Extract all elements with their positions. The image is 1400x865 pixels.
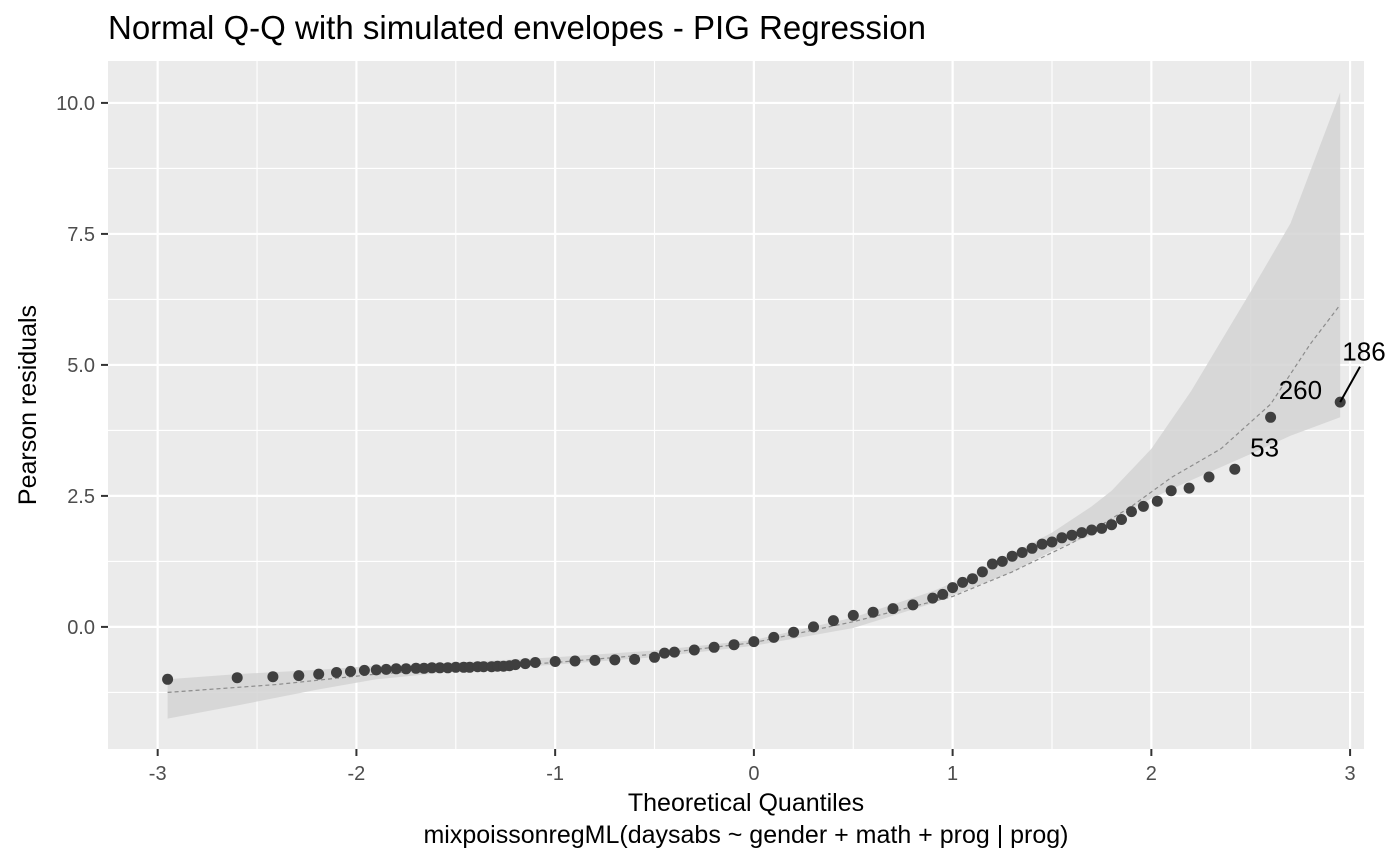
data-point bbox=[976, 566, 988, 578]
data-point bbox=[418, 662, 430, 674]
data-point bbox=[1151, 495, 1163, 507]
data-point bbox=[688, 644, 700, 656]
data-point bbox=[410, 662, 422, 674]
x-tick-label: 0 bbox=[748, 763, 759, 785]
data-point bbox=[708, 641, 720, 653]
data-point bbox=[370, 664, 382, 676]
points-layer bbox=[162, 396, 1346, 685]
point-label-53: 53 bbox=[1250, 433, 1279, 463]
data-point bbox=[947, 582, 959, 594]
data-point bbox=[478, 661, 490, 673]
data-point bbox=[788, 626, 800, 638]
data-point bbox=[996, 555, 1008, 567]
y-tick-label: 0.0 bbox=[67, 617, 95, 639]
data-point bbox=[464, 661, 476, 673]
x-tick-label: -2 bbox=[348, 763, 366, 785]
data-point bbox=[1126, 506, 1137, 518]
data-point bbox=[907, 599, 919, 611]
y-axis-title: Pearson residuals bbox=[14, 305, 42, 505]
x-tick-label: 1 bbox=[947, 763, 958, 785]
data-point bbox=[1096, 522, 1108, 534]
grid-minor bbox=[108, 61, 1364, 749]
data-point bbox=[847, 609, 859, 621]
data-point bbox=[1183, 482, 1195, 494]
data-point bbox=[1137, 500, 1149, 512]
data-point bbox=[967, 573, 978, 585]
data-point bbox=[728, 639, 740, 651]
data-point bbox=[1066, 529, 1078, 541]
chart-title: Normal Q-Q with simulated envelopes - PI… bbox=[108, 9, 926, 46]
x-axis-subtitle: mixpoissonregML(daysabs ~ gender + math … bbox=[423, 821, 1068, 849]
point-label-186: 186 bbox=[1342, 337, 1385, 367]
data-point bbox=[827, 615, 839, 627]
x-tick-label: 3 bbox=[1345, 763, 1356, 785]
x-axis-title: Theoretical Quantiles bbox=[628, 789, 864, 817]
data-point bbox=[267, 671, 279, 683]
data-point bbox=[1076, 527, 1088, 539]
data-point bbox=[380, 663, 392, 675]
data-point bbox=[1116, 514, 1127, 525]
data-point bbox=[887, 603, 899, 615]
data-point bbox=[231, 672, 243, 684]
data-point bbox=[748, 636, 760, 648]
data-point bbox=[331, 667, 342, 678]
data-point bbox=[659, 647, 670, 659]
data-point bbox=[768, 631, 780, 643]
x-tick-label: -3 bbox=[149, 763, 167, 785]
data-point bbox=[549, 656, 561, 667]
x-axis: -3 -2 -1 0 1 2 3 bbox=[149, 749, 1356, 785]
data-point bbox=[450, 661, 462, 673]
data-point bbox=[434, 662, 446, 674]
data-point bbox=[1016, 547, 1028, 558]
data-point bbox=[589, 654, 601, 666]
plot-panel bbox=[108, 61, 1364, 749]
data-point bbox=[1229, 463, 1241, 475]
x-tick-label: 2 bbox=[1146, 763, 1157, 785]
data-point bbox=[649, 651, 660, 663]
y-tick-label: 5.0 bbox=[67, 355, 95, 377]
x-tick-label: -1 bbox=[546, 763, 564, 785]
y-axis: 0.0 2.5 5.0 7.5 10.0 bbox=[56, 93, 108, 639]
data-point bbox=[358, 664, 370, 676]
data-point bbox=[1203, 471, 1215, 483]
data-point bbox=[1265, 411, 1277, 423]
data-point bbox=[1006, 550, 1018, 562]
data-point bbox=[937, 588, 949, 600]
data-point bbox=[1165, 485, 1177, 497]
y-tick-label: 7.5 bbox=[67, 224, 95, 246]
data-point bbox=[1106, 519, 1118, 531]
data-point bbox=[629, 653, 641, 665]
data-point bbox=[1036, 538, 1048, 550]
data-point bbox=[668, 646, 680, 658]
data-point bbox=[1086, 524, 1098, 536]
y-tick-label: 2.5 bbox=[67, 486, 95, 508]
data-point bbox=[293, 670, 305, 682]
data-point bbox=[162, 673, 174, 685]
data-point bbox=[519, 658, 531, 670]
data-point bbox=[1056, 532, 1068, 544]
data-point bbox=[927, 592, 939, 604]
data-point bbox=[509, 659, 521, 671]
data-point bbox=[345, 665, 356, 677]
data-point bbox=[313, 668, 325, 680]
data-point bbox=[426, 662, 438, 674]
data-point bbox=[1026, 542, 1038, 554]
data-point bbox=[808, 621, 819, 633]
annotation-leader-line bbox=[1339, 366, 1361, 403]
data-point bbox=[957, 576, 969, 588]
data-point bbox=[442, 662, 454, 674]
data-point bbox=[390, 663, 402, 675]
y-tick-label: 10.0 bbox=[56, 93, 95, 115]
data-point bbox=[569, 655, 581, 667]
data-point bbox=[986, 558, 998, 570]
data-point bbox=[400, 663, 412, 675]
data-point bbox=[609, 654, 621, 666]
data-point bbox=[529, 657, 541, 668]
data-point bbox=[1046, 536, 1058, 548]
data-point bbox=[867, 606, 879, 618]
point-label-260: 260 bbox=[1279, 375, 1322, 405]
